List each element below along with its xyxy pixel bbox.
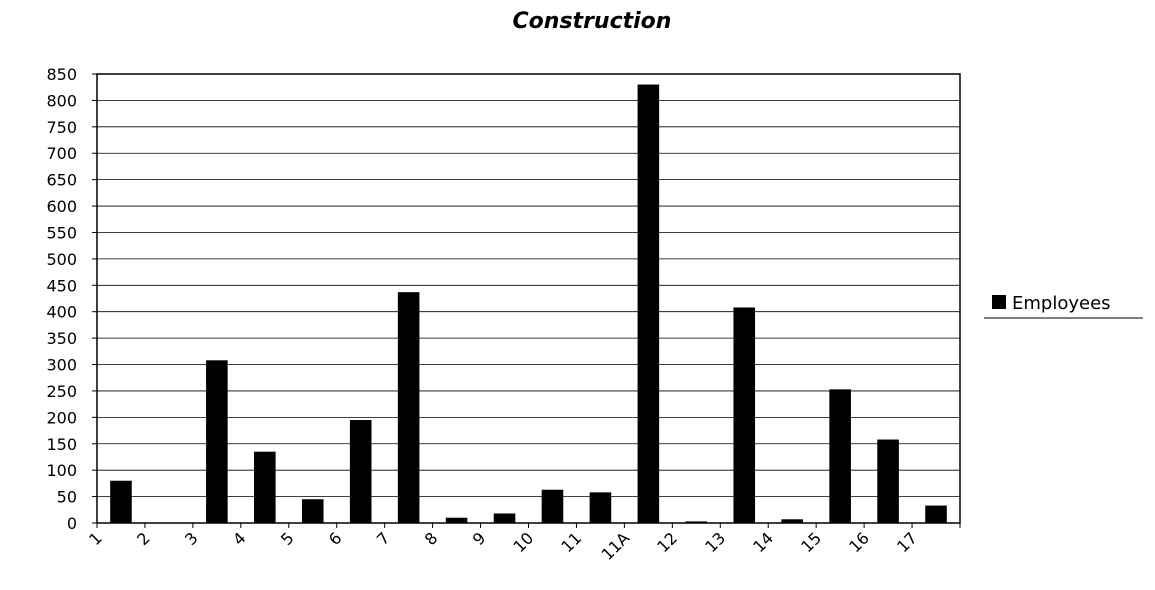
x-tick-label: 3 [181,528,202,549]
y-tick-label: 400 [46,303,77,322]
bar [254,451,276,523]
x-tick-label: 15 [797,528,825,556]
bar [925,505,947,523]
bar [637,84,660,524]
y-tick-label: 150 [46,435,77,454]
y-tick-label: 650 [46,171,77,190]
y-tick-label: 250 [46,382,77,401]
bar [349,419,372,523]
y-tick-label: 850 [46,65,77,84]
y-tick-label: 200 [46,408,77,427]
x-tick-label: 9 [469,528,490,549]
y-tick-label: 700 [46,144,77,163]
x-tick-label: 16 [845,528,873,556]
bar [685,521,708,523]
y-tick-label: 50 [57,488,77,507]
bar [589,492,612,523]
y-axis-ticks: 0 50 100 150 200 250 300 350 400 450 500 550 600 650 7… [46,65,97,533]
bar [110,480,132,523]
legend-swatch [992,295,1006,309]
gridlines [97,100,960,497]
y-tick-label: 0 [67,514,77,533]
legend: Employees [984,293,1143,319]
bar [829,389,851,523]
bar [301,499,324,523]
x-tick-label: 12 [653,528,681,556]
bars [110,84,947,524]
y-tick-label: 750 [46,118,77,137]
bar [733,307,756,523]
y-tick-label: 100 [46,461,77,480]
x-tick-label: 17 [893,528,921,556]
x-tick-label: 5 [277,528,298,549]
x-tick-label: 2 [133,528,154,549]
x-tick-label: 4 [229,528,250,549]
x-tick-label: 13 [701,528,729,556]
x-tick-label: 1 [85,528,106,549]
chart-title: Construction [513,9,672,34]
x-tick-label: 8 [421,528,442,549]
legend-label: Employees [1012,293,1111,314]
x-tick-label: 11A [598,528,634,564]
bar [493,513,516,523]
y-tick-label: 800 [46,91,77,110]
x-tick-label: 10 [509,528,537,556]
y-tick-label: 500 [46,250,77,269]
y-tick-label: 450 [46,276,77,295]
bar [541,489,564,523]
bar [445,517,468,523]
x-tick-label: 6 [325,528,346,549]
x-tick-label: 11 [557,528,585,556]
bar [781,519,803,523]
bar [206,360,228,523]
bar [877,439,899,523]
x-axis-ticks: 1 2 3 4 5 6 7 8 9 10 11 11A 12 13 14 15 16 17 [85,523,961,564]
x-tick-label: 14 [749,528,777,556]
x-tick-label: 7 [373,528,394,549]
y-tick-label: 300 [46,356,77,375]
bar [397,292,420,523]
y-tick-label: 350 [46,329,77,348]
y-tick-label: 550 [46,223,77,242]
y-tick-label: 600 [46,197,77,216]
